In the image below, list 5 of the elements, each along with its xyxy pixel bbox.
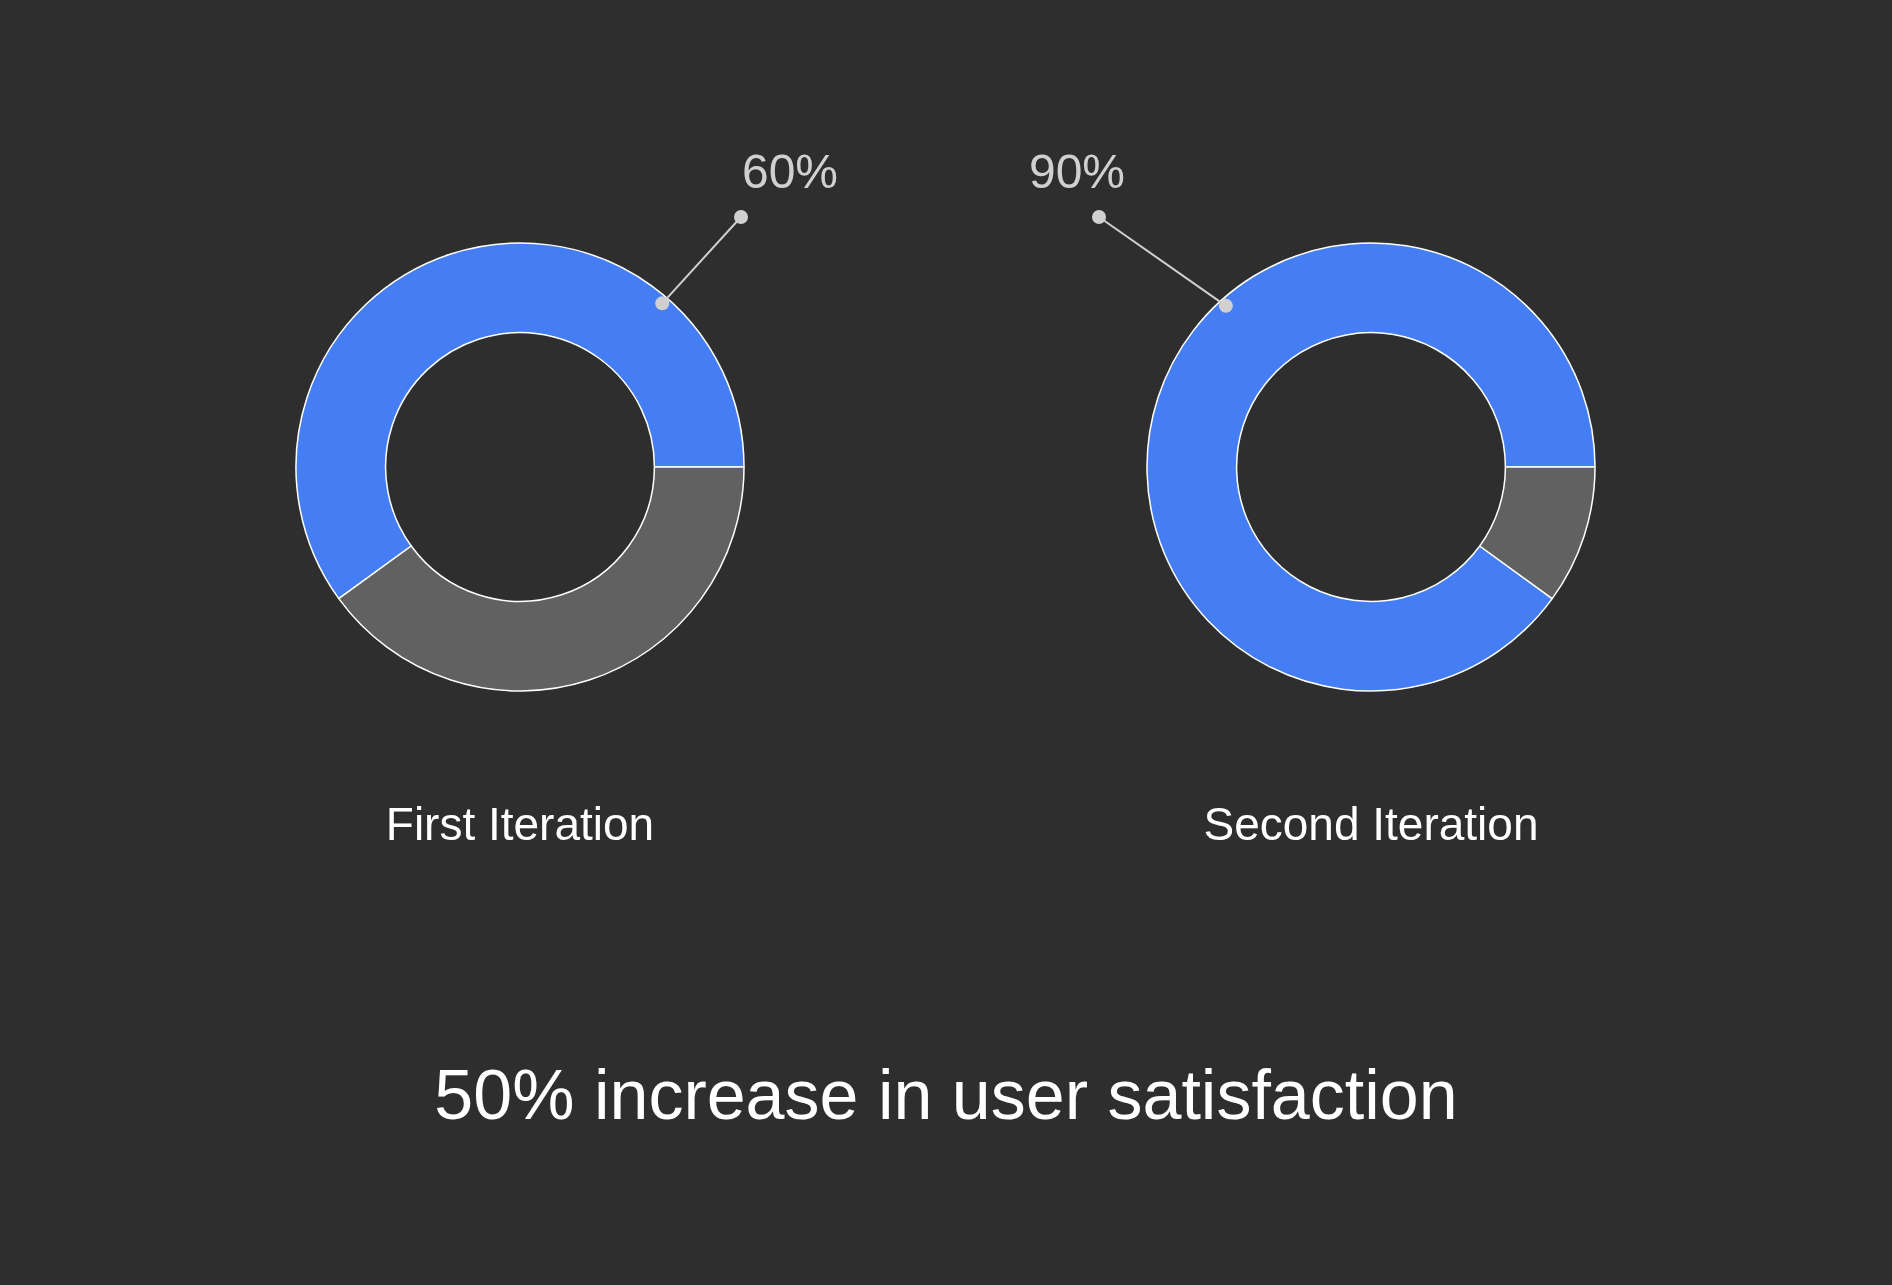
text: Second Iteration <box>1202 797 1540 851</box>
data-label: 90% <box>1028 145 1126 199</box>
data-label: 60% <box>741 145 839 199</box>
text: 50% increase in user satisfaction <box>433 1055 1459 1135</box>
text: First Iteration <box>384 797 656 851</box>
